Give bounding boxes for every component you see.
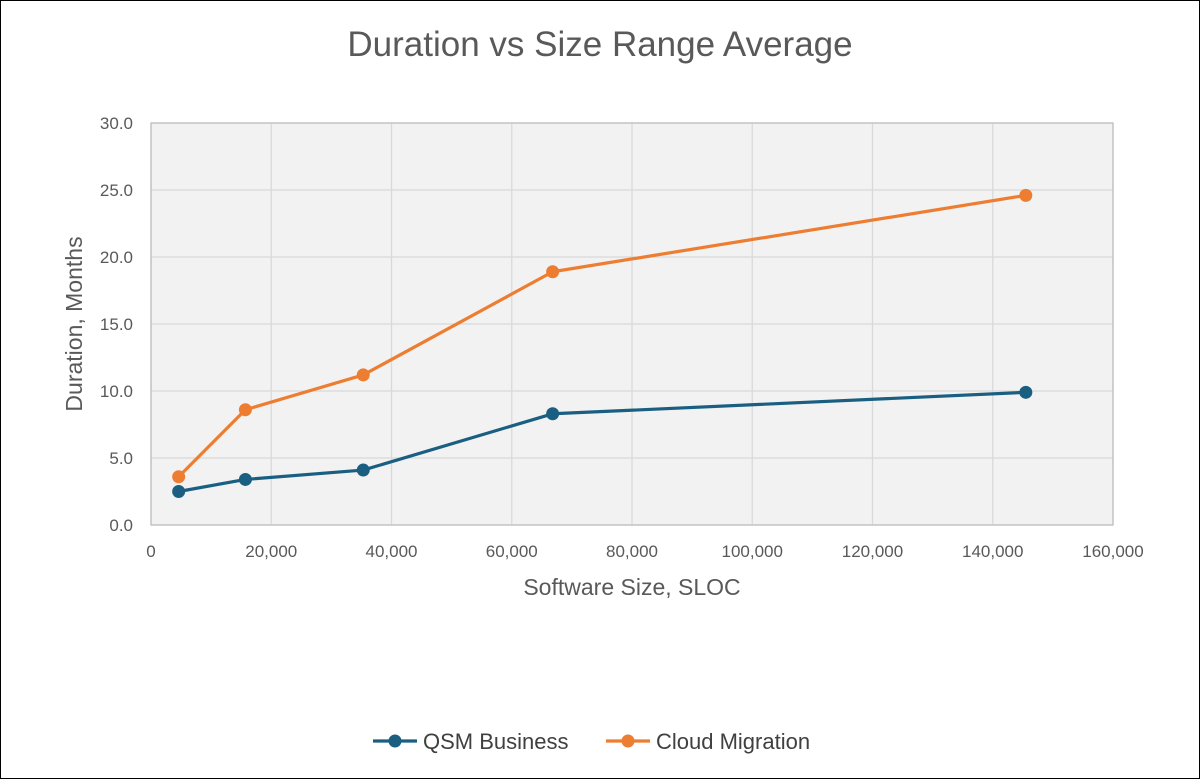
data-point-0 — [1019, 385, 1033, 399]
y-tick-label: 15.0 — [100, 315, 133, 334]
x-tick-label: 140,000 — [962, 542, 1023, 561]
legend-entry: Cloud Migration — [656, 729, 810, 754]
data-point-0 — [238, 472, 252, 486]
data-point-1 — [172, 470, 186, 484]
x-tick-label: 20,000 — [245, 542, 297, 561]
y-tick-label: 0.0 — [109, 516, 133, 535]
data-point-1 — [1019, 188, 1033, 202]
data-point-0 — [356, 463, 370, 477]
legend-entry: QSM Business — [423, 729, 569, 754]
x-tick-label: 60,000 — [486, 542, 538, 561]
legend-marker — [621, 734, 635, 748]
y-tick-label: 5.0 — [109, 449, 133, 468]
y-tick-label: 20.0 — [100, 248, 133, 267]
data-point-1 — [356, 368, 370, 382]
x-tick-label: 0 — [146, 542, 155, 561]
x-tick-label: 120,000 — [842, 542, 903, 561]
x-tick-label: 40,000 — [366, 542, 418, 561]
data-point-1 — [546, 265, 560, 279]
chart-title: Duration vs Size Range Average — [347, 25, 852, 64]
x-tick-label: 160,000 — [1082, 542, 1143, 561]
legend-marker — [388, 734, 402, 748]
x-tick-label: 100,000 — [722, 542, 783, 561]
y-tick-label: 30.0 — [100, 114, 133, 133]
x-axis-label: Software Size, SLOC — [523, 574, 740, 600]
x-tick-label: 80,000 — [606, 542, 658, 561]
data-point-1 — [238, 403, 252, 417]
y-axis-label: Duration, Months — [61, 236, 87, 411]
plot-border — [150, 122, 1114, 526]
y-tick-label: 10.0 — [100, 382, 133, 401]
y-tick-label: 25.0 — [100, 181, 133, 200]
data-point-0 — [546, 407, 560, 421]
data-point-0 — [172, 485, 186, 498]
